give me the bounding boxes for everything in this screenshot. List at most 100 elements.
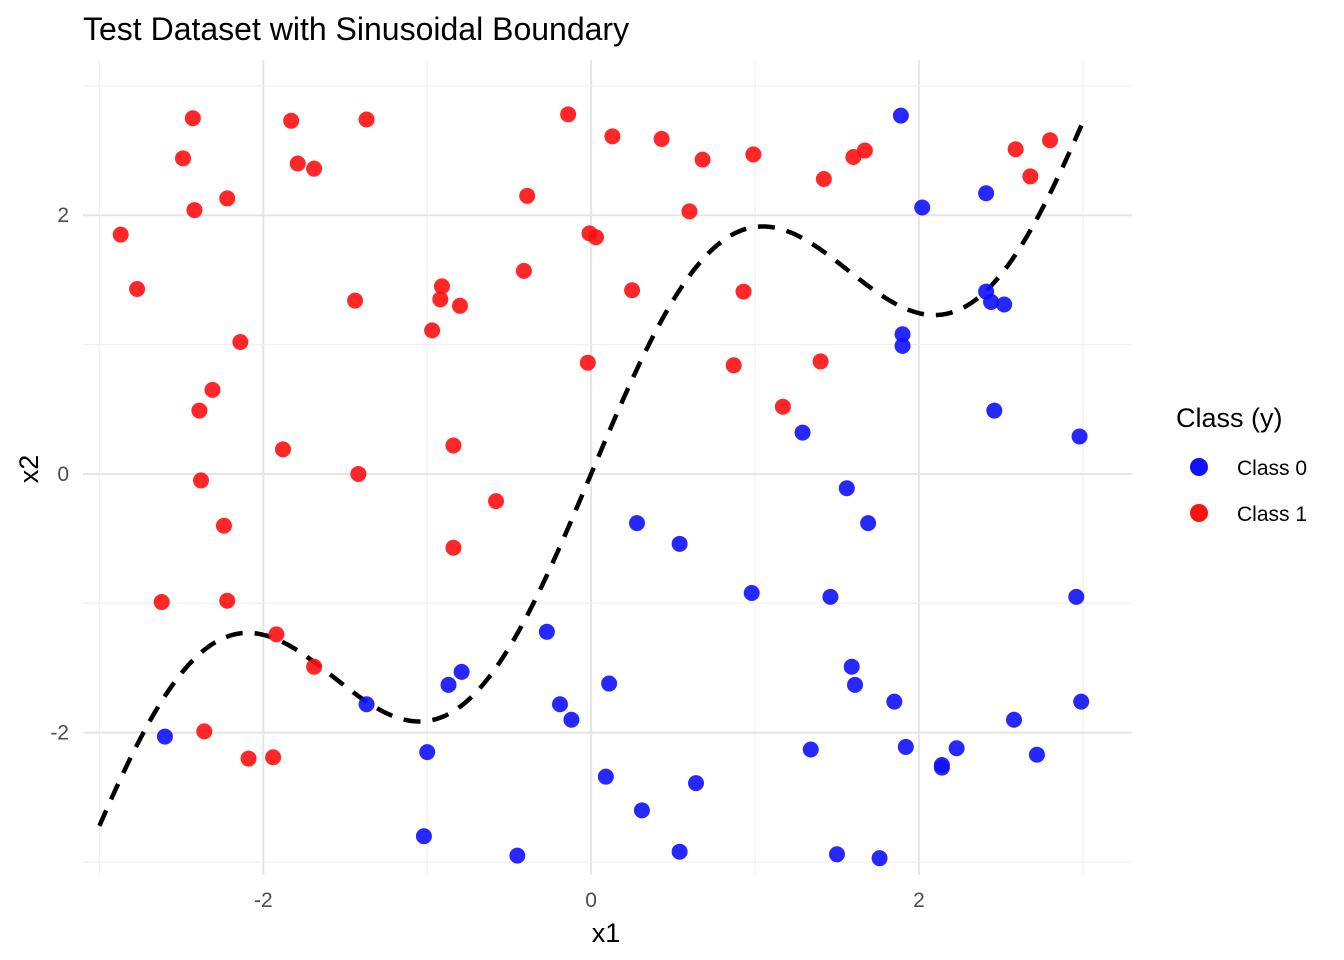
point-class-1: [306, 658, 323, 675]
point-class-1: [219, 190, 236, 207]
legend-label-class-1: Class 1: [1237, 503, 1307, 526]
point-class-0: [794, 424, 811, 441]
point-class-0: [897, 738, 914, 755]
point-class-1: [812, 353, 829, 370]
x-axis-title: x1: [592, 918, 621, 948]
point-class-0: [1028, 746, 1045, 763]
point-class-0: [828, 846, 845, 863]
point-class-1: [129, 280, 146, 297]
point-class-1: [445, 437, 462, 454]
point-class-0: [509, 847, 526, 864]
point-class-0: [597, 768, 614, 785]
point-class-1: [232, 334, 249, 351]
point-class-1: [681, 203, 698, 220]
point-class-1: [488, 493, 505, 510]
point-class-0: [996, 296, 1013, 313]
point-class-1: [219, 592, 236, 609]
point-class-1: [306, 160, 323, 177]
chart-title: Test Dataset with Sinusoidal Boundary: [83, 11, 629, 47]
point-class-1: [424, 322, 441, 339]
point-class-0: [453, 663, 470, 680]
point-class-0: [671, 535, 688, 552]
point-class-1: [265, 749, 282, 766]
grid: [83, 60, 1132, 875]
point-class-1: [204, 381, 221, 398]
boundary-line: [97, 121, 1085, 827]
legend-marker-class-0: [1190, 458, 1208, 476]
point-class-1: [604, 128, 621, 145]
point-class-0: [415, 828, 432, 845]
point-class-0: [894, 326, 911, 343]
legend-title: Class (y): [1176, 403, 1283, 433]
point-class-1: [184, 110, 201, 127]
point-class-0: [802, 741, 819, 758]
point-class-0: [629, 515, 646, 532]
point-class-0: [419, 744, 436, 761]
point-class-0: [933, 759, 950, 776]
point-class-1: [240, 750, 257, 767]
point-class-1: [268, 626, 285, 643]
point-class-0: [983, 293, 1000, 310]
point-class-0: [551, 696, 568, 713]
point-class-1: [694, 151, 711, 168]
point-class-0: [838, 480, 855, 497]
y-axis-title: x2: [14, 455, 44, 484]
point-class-1: [289, 155, 306, 172]
point-class-0: [688, 775, 705, 792]
point-class-1: [186, 202, 203, 219]
point-class-1: [815, 171, 832, 188]
point-class-1: [515, 262, 532, 279]
point-class-1: [579, 354, 596, 371]
tick-labels: -2 0 2 -2 0 2: [50, 204, 924, 912]
point-class-1: [215, 517, 232, 534]
point-class-1: [1007, 141, 1024, 158]
point-class-1: [347, 292, 364, 309]
point-class-0: [914, 199, 931, 216]
x-tick-label: 2: [913, 889, 925, 912]
point-class-0: [948, 740, 965, 757]
y-tick-label: 0: [57, 463, 69, 486]
point-class-1: [193, 472, 210, 489]
point-class-0: [601, 675, 618, 692]
point-class-0: [843, 658, 860, 675]
point-class-0: [1068, 588, 1085, 605]
point-class-1: [856, 142, 873, 159]
y-tick-label: 2: [57, 204, 69, 227]
point-class-0: [892, 107, 909, 124]
point-class-0: [860, 515, 877, 532]
point-class-1: [588, 229, 605, 246]
point-class-1: [112, 226, 129, 243]
point-class-0: [978, 185, 995, 202]
point-class-1: [433, 278, 450, 295]
point-class-1: [283, 112, 300, 129]
point-class-1: [1022, 168, 1039, 185]
decision-boundary: [97, 121, 1085, 827]
point-class-1: [653, 130, 670, 147]
legend: Class (y) Class 0 Class 1: [1176, 403, 1307, 526]
point-class-1: [196, 723, 213, 740]
point-class-0: [633, 802, 650, 819]
point-class-1: [1042, 132, 1059, 149]
point-class-0: [156, 728, 173, 745]
legend-label-class-0: Class 0: [1237, 457, 1307, 480]
point-class-0: [743, 584, 760, 601]
point-class-0: [671, 843, 688, 860]
point-class-0: [846, 676, 863, 693]
point-class-0: [358, 696, 375, 713]
point-class-0: [871, 850, 888, 867]
data-points: [112, 106, 1090, 867]
point-class-0: [986, 402, 1003, 419]
point-class-0: [894, 337, 911, 354]
point-class-1: [735, 283, 752, 300]
point-class-1: [274, 441, 291, 458]
point-class-0: [1071, 428, 1088, 445]
point-class-1: [725, 357, 742, 374]
point-class-0: [538, 623, 555, 640]
point-class-1: [191, 402, 208, 419]
point-class-0: [1073, 693, 1090, 710]
point-class-1: [153, 594, 170, 611]
legend-marker-class-1: [1190, 504, 1208, 522]
point-class-1: [560, 106, 577, 123]
x-tick-label: -2: [254, 889, 273, 912]
